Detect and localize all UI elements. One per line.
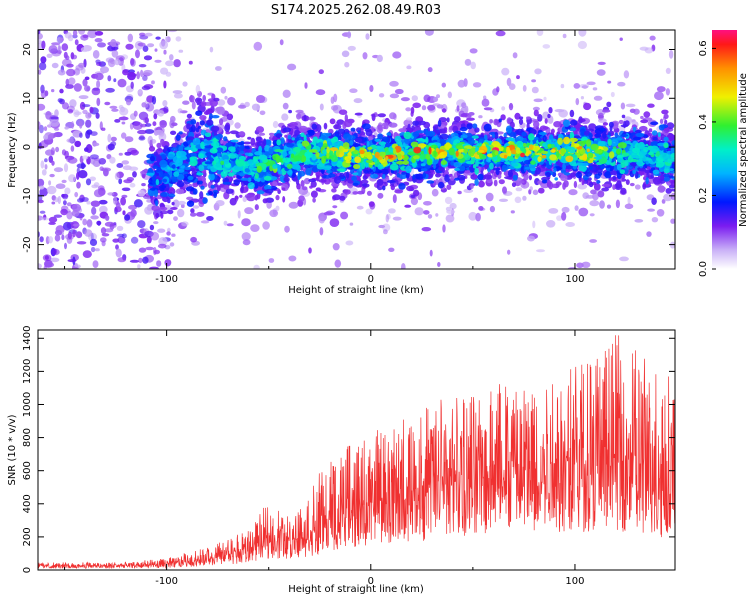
- snr-y-tick-label: 1000: [22, 392, 33, 417]
- snr-series-line: [38, 335, 675, 569]
- snr-y-tick-label: 400: [22, 494, 33, 513]
- spectrogram-x-tick-label: 100: [565, 274, 584, 285]
- spectrogram-y-tick-label: 20: [22, 43, 33, 56]
- snr-y-label: SNR (10 * v/v): [7, 414, 18, 485]
- snr-x-tick-label: 0: [368, 576, 374, 587]
- colorbar-tick-label: 0.6: [698, 40, 709, 56]
- spectrogram-x-tick-label: -100: [155, 274, 178, 285]
- figure-title: S174.2025.262.08.49.R03: [271, 3, 441, 18]
- snr-y-tick-label: 200: [22, 527, 33, 546]
- spectrogram-y-tick-label: 10: [22, 92, 33, 105]
- spectrogram-heatmap: [38, 30, 675, 269]
- colorbar-tick-label: 0.0: [698, 261, 709, 277]
- snr-plot-area: [38, 335, 675, 569]
- spectrogram-x-tick-label: 0: [368, 274, 374, 285]
- snr-y-tick-label: 1200: [22, 359, 33, 384]
- spectrogram-y-tick-label: -20: [22, 236, 33, 252]
- spectrogram-y-tick-label: 0: [22, 144, 33, 150]
- snr-x-tick-label: 100: [565, 576, 584, 587]
- spectrogram-frame: [37, 29, 676, 270]
- colorbar-label: Normalized spectral amplitude: [738, 73, 749, 227]
- spectrogram-y-label: Frequency (Hz): [7, 112, 18, 188]
- colorbar-tick-label: 0.2: [698, 188, 709, 204]
- snr-y-tick-label: 0: [22, 567, 33, 573]
- snr-x-tick-label: -100: [155, 576, 178, 587]
- snr-y-tick-label: 1400: [22, 326, 33, 351]
- snr-frame: [37, 329, 676, 571]
- colorbar: [712, 30, 737, 269]
- colorbar-ticks: 0.0 0.2 0.4 0.6: [698, 40, 716, 277]
- spectrogram-y-tick-label: -10: [22, 188, 33, 204]
- snr-x-label: Height of straight line (km): [288, 584, 424, 595]
- snr-y-tick-label: 800: [22, 428, 33, 447]
- colorbar-tick-label: 0.4: [698, 114, 709, 130]
- snr-y-tick-label: 600: [22, 461, 33, 480]
- spectrogram-x-label: Height of straight line (km): [288, 285, 424, 296]
